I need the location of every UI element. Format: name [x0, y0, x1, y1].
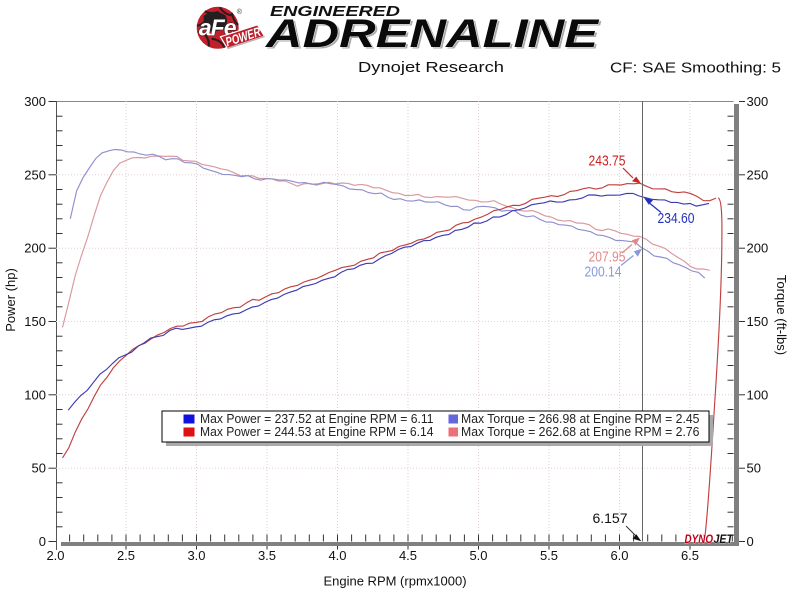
- svg-text:200.14: 200.14: [585, 265, 622, 281]
- svg-text:2.0: 2.0: [46, 548, 64, 563]
- svg-text:JET: JET: [714, 532, 735, 546]
- svg-text:250: 250: [24, 167, 46, 182]
- svg-text:200: 200: [24, 241, 46, 256]
- svg-text:3.5: 3.5: [258, 548, 276, 563]
- svg-text:100: 100: [747, 387, 769, 402]
- svg-text:250: 250: [747, 167, 769, 182]
- svg-text:Dynojet Research: Dynojet Research: [358, 59, 504, 76]
- svg-text:4.5: 4.5: [399, 548, 417, 563]
- svg-text:50: 50: [32, 461, 46, 476]
- svg-text:5.0: 5.0: [469, 548, 487, 563]
- svg-text:234.60: 234.60: [658, 211, 695, 227]
- svg-text:Max Power = 237.52 at Engine R: Max Power = 237.52 at Engine RPM = 6.11: [200, 411, 434, 426]
- svg-text:®: ®: [237, 8, 243, 16]
- svg-text:Engine RPM (rpmx1000): Engine RPM (rpmx1000): [323, 574, 466, 589]
- svg-text:207.95: 207.95: [589, 250, 626, 266]
- svg-text:0: 0: [747, 534, 754, 549]
- svg-text:6.0: 6.0: [610, 548, 628, 563]
- svg-text:Max Power = 244.53 at Engine R: Max Power = 244.53 at Engine RPM = 6.14: [200, 424, 434, 439]
- svg-text:300: 300: [24, 94, 46, 109]
- svg-text:Max Torque = 266.98 at Engine: Max Torque = 266.98 at Engine RPM = 2.45: [461, 411, 700, 426]
- svg-text:Power (hp): Power (hp): [3, 268, 18, 332]
- svg-text:150: 150: [24, 314, 46, 329]
- svg-text:2.5: 2.5: [117, 548, 135, 563]
- svg-text:150: 150: [747, 314, 769, 329]
- svg-text:3.0: 3.0: [187, 548, 205, 563]
- svg-text:243.75: 243.75: [589, 154, 626, 170]
- svg-text:6.5: 6.5: [681, 548, 699, 563]
- svg-text:ENGINEERED: ENGINEERED: [270, 4, 401, 20]
- svg-text:6.157: 6.157: [592, 510, 627, 526]
- svg-text:ADRENALINE: ADRENALINE: [265, 12, 600, 56]
- svg-text:Torque (ft-lbs): Torque (ft-lbs): [774, 275, 789, 355]
- svg-text:5.5: 5.5: [540, 548, 558, 563]
- svg-text:CF: SAE Smoothing: 5: CF: SAE Smoothing: 5: [610, 60, 781, 77]
- svg-text:Max Torque = 262.68 at Engine: Max Torque = 262.68 at Engine RPM = 2.76: [461, 424, 700, 439]
- svg-text:100: 100: [24, 387, 46, 402]
- svg-text:50: 50: [747, 461, 761, 476]
- svg-text:ADRENALINE: ADRENALINE: [267, 14, 602, 58]
- svg-text:0: 0: [39, 534, 46, 549]
- svg-text:DYNO: DYNO: [685, 532, 714, 546]
- svg-text:200: 200: [747, 241, 769, 256]
- svg-text:4.0: 4.0: [328, 548, 346, 563]
- svg-text:300: 300: [747, 94, 769, 109]
